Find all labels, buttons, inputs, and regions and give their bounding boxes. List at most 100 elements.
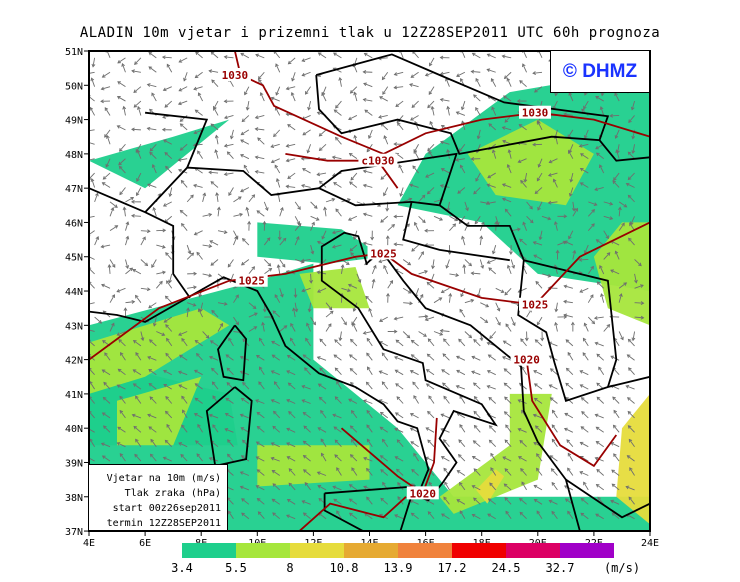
wind-arrow-head	[626, 455, 631, 459]
wind-arrow-head	[506, 264, 511, 269]
wind-arrow-head	[105, 163, 110, 168]
wind-arrow-shaft	[195, 397, 203, 404]
wind-arrow	[418, 194, 426, 203]
wind-arrow-head	[520, 338, 524, 342]
wind-arrow	[223, 99, 234, 104]
isobar-label-bg	[235, 273, 268, 287]
wind-arrow-shaft	[217, 230, 227, 233]
wind-arrow-head	[285, 184, 290, 189]
wind-arrow-head	[623, 282, 628, 286]
wind-arrow-shaft	[456, 370, 466, 376]
wind-arrow-head	[166, 337, 170, 342]
wind-arrow-shaft	[473, 411, 481, 419]
wind-arrow-shaft	[335, 100, 342, 109]
wind-arrow-head	[473, 94, 477, 98]
wind-arrow-head	[568, 192, 573, 197]
wind-arrow-head	[413, 149, 418, 154]
wind-arrow-head	[223, 143, 228, 148]
wind-arrow-shaft	[394, 356, 404, 361]
wind-arrow-head	[612, 180, 616, 184]
wind-arrow-shaft	[402, 198, 412, 203]
wind-arrow	[134, 57, 142, 65]
wind-arrow	[588, 201, 598, 206]
wind-arrow-shaft	[317, 427, 327, 433]
wind-arrow-shaft	[383, 135, 389, 145]
wind-arrow-head	[593, 316, 598, 320]
wind-arrow	[443, 439, 450, 447]
wind-arrow-head	[475, 177, 479, 182]
wind-arrow	[241, 498, 250, 505]
wind-arrow-shaft	[536, 453, 543, 462]
wind-arrow-shaft	[150, 439, 157, 447]
wind-arrow	[341, 316, 347, 326]
wind-arrow	[305, 337, 311, 347]
wind-arrow-shaft	[118, 339, 126, 347]
wind-arrow-shaft	[363, 331, 373, 334]
wind-arrow-head	[563, 427, 568, 432]
wind-arrow-shaft	[410, 370, 419, 376]
wind-arrow-head	[255, 441, 260, 445]
wind-arrow-head	[255, 355, 260, 359]
wind-arrow-shaft	[425, 172, 435, 178]
wind-arrow	[349, 425, 358, 433]
wind-arrow	[396, 468, 404, 476]
wind-arrow-head	[411, 104, 416, 108]
wind-arrow	[488, 396, 497, 404]
wind-arrow	[287, 124, 296, 131]
wind-arrow-shaft	[395, 412, 404, 419]
wind-arrow	[488, 425, 497, 433]
wind-arrow-head	[362, 212, 367, 217]
wind-arrows	[89, 51, 645, 520]
wind-arrow	[418, 270, 428, 275]
wind-arrow	[382, 86, 389, 95]
wind-arrow-head	[427, 104, 431, 109]
lat-label: 45N	[65, 253, 83, 264]
wind-arrow-shaft	[428, 86, 435, 95]
wind-arrow-head	[366, 352, 370, 357]
wind-arrow-head	[548, 355, 553, 359]
wind-arrow-head	[148, 51, 153, 56]
wind-arrow-head	[316, 240, 321, 245]
wind-arrow	[168, 187, 173, 198]
wind-arrow-head	[225, 354, 230, 358]
wind-arrow	[532, 71, 543, 75]
wind-arrow-shaft	[610, 355, 620, 361]
wind-arrow-head	[117, 81, 121, 85]
wind-arrow-head	[382, 481, 386, 486]
wind-arrow-head	[504, 439, 509, 444]
wind-arrow-shaft	[363, 170, 373, 174]
wind-arrow-head	[209, 240, 214, 244]
wind-arrow-shaft	[610, 500, 620, 505]
wind-arrow-shaft	[580, 426, 589, 433]
wind-arrow-head	[197, 423, 201, 428]
wind-arrow-head	[366, 148, 371, 153]
wind-arrow-head	[427, 410, 431, 415]
wind-arrow-shaft	[504, 368, 512, 376]
wind-arrow-shaft	[132, 269, 142, 275]
wind-arrow-head	[580, 426, 585, 430]
wind-arrow-shaft	[350, 368, 358, 376]
wind-arrow-head	[100, 442, 105, 447]
wind-arrow-head	[223, 230, 228, 234]
wind-arrow	[258, 381, 265, 390]
wind-arrow-head	[399, 193, 404, 197]
wind-arrow	[135, 294, 142, 303]
wind-arrow-shaft	[455, 158, 465, 161]
wind-arrow-shaft	[379, 341, 388, 347]
wind-arrow	[273, 129, 281, 138]
wind-arrow	[294, 216, 301, 225]
wind-arrow-shaft	[383, 187, 389, 196]
wind-arrow-head	[286, 354, 291, 359]
wind-arrow-shaft	[613, 453, 620, 462]
wind-arrow-shaft	[240, 471, 250, 476]
wind-arrow	[270, 143, 280, 149]
wind-arrow-shaft	[479, 259, 484, 269]
wind-arrow	[487, 498, 496, 505]
wind-arrow-shaft	[487, 184, 496, 188]
wind-arrow-shaft	[194, 129, 203, 134]
wind-arrow	[502, 456, 512, 462]
wind-arrow-head	[579, 182, 584, 186]
wind-arrow-shaft	[472, 514, 481, 520]
wind-arrow-shaft	[349, 181, 358, 188]
wind-arrow-head	[409, 83, 413, 87]
